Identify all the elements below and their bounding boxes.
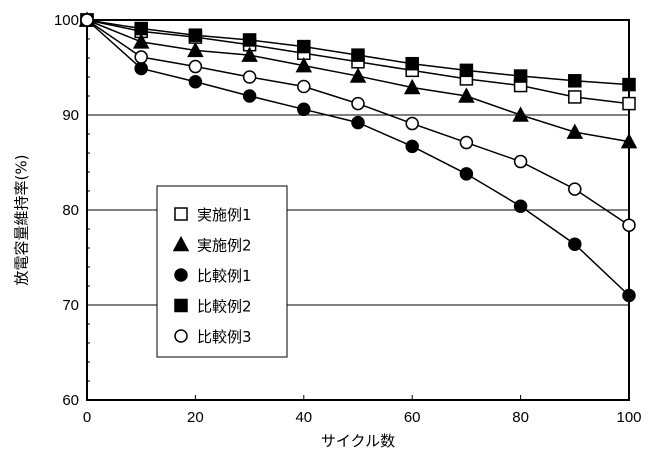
square-filled-marker: [189, 29, 201, 41]
circle-filled-marker: [460, 168, 472, 180]
legend-label: 比較例1: [197, 267, 252, 285]
y-tick-label: 100: [54, 12, 79, 29]
x-tick-label: 100: [616, 409, 641, 426]
x-tick-label: 80: [512, 409, 529, 426]
circle-open-marker: [298, 81, 310, 93]
square-open-marker: [569, 91, 581, 103]
y-tick-label: 90: [62, 107, 79, 124]
square-open-marker: [175, 208, 187, 220]
y-axis-label: 放電容量維持率(%): [13, 155, 31, 286]
y-tick-label: 70: [62, 297, 79, 314]
circle-filled-marker: [189, 76, 201, 88]
square-filled-marker: [175, 300, 187, 312]
x-tick-label: 40: [295, 409, 312, 426]
circle-filled-marker: [569, 238, 581, 250]
circle-filled-marker: [623, 290, 635, 302]
legend-label: 比較例2: [197, 298, 252, 316]
circle-filled-marker: [135, 62, 147, 74]
circle-open-marker: [623, 219, 635, 231]
square-filled-marker: [135, 23, 147, 35]
square-filled-marker: [515, 70, 527, 82]
square-filled-marker: [569, 75, 581, 87]
square-filled-marker: [298, 41, 310, 53]
circle-open-marker: [352, 98, 364, 110]
square-filled-marker: [623, 79, 635, 91]
circle-filled-marker: [244, 90, 256, 102]
circle-open-marker: [244, 71, 256, 83]
circle-filled-marker: [406, 140, 418, 152]
square-filled-marker: [244, 34, 256, 46]
legend: 実施例1 実施例2 比較例1 比較例2 比較例3: [157, 186, 287, 357]
line-chart: 60 70 80 90 100 0 20 40 60 80 100 実施例1 実施例2 比較例1 比較例…: [0, 0, 669, 472]
square-filled-marker: [460, 64, 472, 76]
circle-open-marker: [175, 330, 187, 342]
triangle-filled-marker: [568, 125, 582, 138]
circle-filled-marker: [352, 117, 364, 129]
circle-open-marker: [406, 118, 418, 130]
circle-open-marker: [569, 183, 581, 195]
circle-open-marker: [515, 156, 527, 168]
legend-label: 実施例2: [197, 237, 252, 255]
square-filled-marker: [352, 49, 364, 61]
x-tick-label: 60: [404, 409, 421, 426]
square-open-marker: [623, 98, 635, 110]
circle-open-marker: [135, 51, 147, 63]
circle-filled-marker: [515, 200, 527, 212]
x-tick-label: 0: [83, 409, 91, 426]
legend-label: 実施例1: [197, 206, 252, 224]
circle-filled-marker: [175, 269, 187, 281]
x-tick-label: 20: [187, 409, 204, 426]
circle-open-marker: [189, 61, 201, 73]
legend-label: 比較例3: [197, 328, 252, 346]
y-tick-label: 60: [62, 392, 79, 409]
circle-filled-marker: [298, 103, 310, 115]
circle-open-marker: [81, 14, 93, 26]
square-filled-marker: [406, 58, 418, 70]
circle-open-marker: [460, 137, 472, 149]
x-axis-label: サイクル数: [321, 432, 395, 450]
y-tick-label: 80: [62, 202, 79, 219]
